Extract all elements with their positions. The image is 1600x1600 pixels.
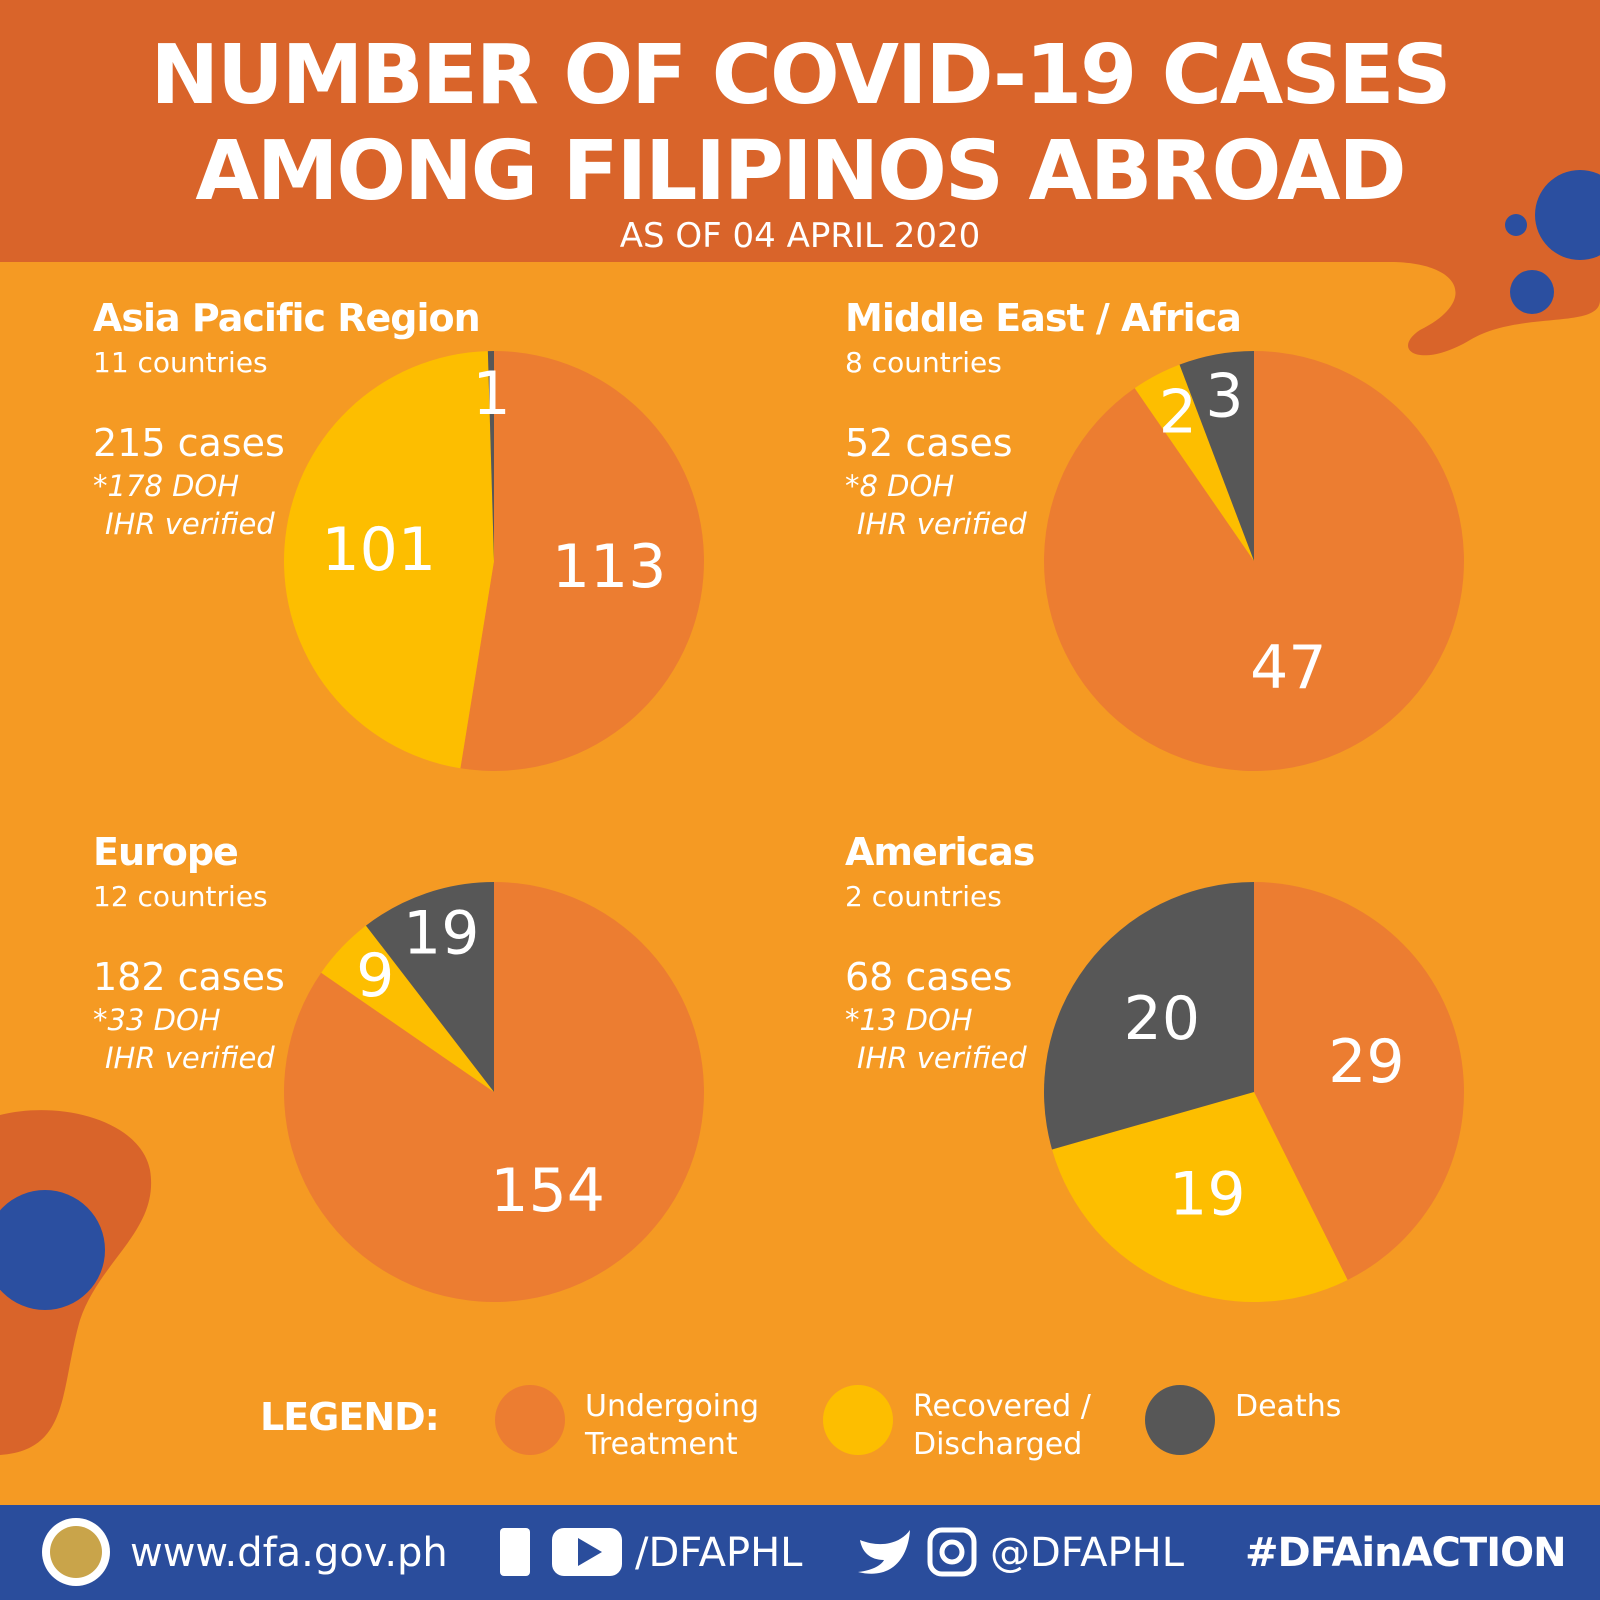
header-band	[0, 0, 1600, 262]
slice-label: 20	[1124, 984, 1200, 1054]
pie-slice	[1179, 351, 1254, 561]
pie-slice	[460, 351, 704, 771]
chart-subtitle: 2 countries	[845, 880, 1002, 913]
chart-annotation: *8 DOH	[845, 469, 955, 503]
hashtag: #DFAinACTION	[1245, 1530, 1567, 1576]
slice-label: 19	[1169, 1159, 1245, 1229]
pie-slice	[487, 351, 494, 561]
chart-subtitle: 8 countries	[845, 346, 1002, 379]
twitter-icon	[858, 1530, 910, 1574]
slice-label: 47	[1250, 633, 1326, 703]
legend-swatch	[1145, 1385, 1215, 1455]
chart-annotation: 68 cases	[845, 955, 1013, 999]
chart-annotation: *33 DOH	[93, 1003, 221, 1037]
chart-title: Europe	[93, 830, 239, 874]
decor-virus	[1510, 270, 1554, 314]
website: www.dfa.gov.ph	[130, 1530, 448, 1576]
facebook-youtube-handle: /DFAPHL	[635, 1530, 803, 1576]
twitter-instagram-handle: @DFAPHL	[990, 1530, 1184, 1576]
instagram-icon	[927, 1527, 977, 1577]
chart-title: Americas	[845, 830, 1035, 874]
chart-annotation: *178 DOH	[93, 469, 240, 503]
pie-slice	[321, 925, 494, 1092]
slice-label: 101	[321, 515, 436, 585]
chart-annotation: *13 DOH	[845, 1003, 973, 1037]
facebook-icon	[500, 1528, 530, 1576]
legend-label: Deaths	[1235, 1389, 1342, 1424]
decor-virus	[0, 1190, 105, 1310]
pie-slice	[283, 351, 494, 769]
legend-label: Undergoing Treatment	[585, 1389, 760, 1462]
chart-annotation: IHR verified	[857, 507, 1027, 541]
youtube-play	[578, 1538, 602, 1566]
slice-label: 3	[1205, 361, 1243, 431]
slice-label: 113	[552, 532, 667, 602]
chart-annotation: IHR verified	[105, 1041, 275, 1075]
chart-annotation: 182 cases	[93, 955, 285, 999]
pie-slice	[1134, 364, 1254, 561]
chart-annotation: IHR verified	[105, 507, 275, 541]
footer-band	[0, 1505, 1600, 1600]
legend-title: LEGEND:	[260, 1395, 440, 1439]
legend-swatch	[823, 1385, 893, 1455]
decor-blob	[1390, 262, 1600, 356]
chart-title: Middle East / Africa	[845, 296, 1242, 340]
decor-virus	[1505, 214, 1527, 236]
slice-label: 154	[490, 1156, 605, 1226]
chart-title: Asia Pacific Region	[93, 296, 481, 340]
decor-virus	[1535, 170, 1600, 260]
chart-subtitle: 11 countries	[93, 346, 268, 379]
chart-subtitle: 12 countries	[93, 880, 268, 913]
pie-slice	[1052, 1092, 1348, 1302]
pie-slice	[1044, 882, 1254, 1150]
title: AMONG FILIPINOS ABROAD	[195, 124, 1406, 219]
pie-slice	[284, 882, 705, 1303]
slice-label: 19	[403, 899, 479, 969]
subtitle: AS OF 04 APRIL 2020	[619, 216, 981, 256]
chart-annotation: 52 cases	[845, 421, 1013, 465]
pie-slice	[1044, 351, 1465, 771]
legend-label: Recovered / Discharged	[913, 1389, 1091, 1462]
title: NUMBER OF COVID-19 CASES	[150, 28, 1452, 123]
slice-label: 1	[473, 359, 511, 429]
slice-label: 29	[1328, 1027, 1404, 1097]
pie-slice	[365, 882, 494, 1092]
pie-slice	[1254, 882, 1464, 1280]
chart-annotation: IHR verified	[857, 1041, 1027, 1075]
legend-swatch	[495, 1385, 565, 1455]
chart-annotation: 215 cases	[93, 421, 285, 465]
dfa-seal	[50, 1526, 102, 1578]
instagram-icon	[939, 1539, 965, 1565]
